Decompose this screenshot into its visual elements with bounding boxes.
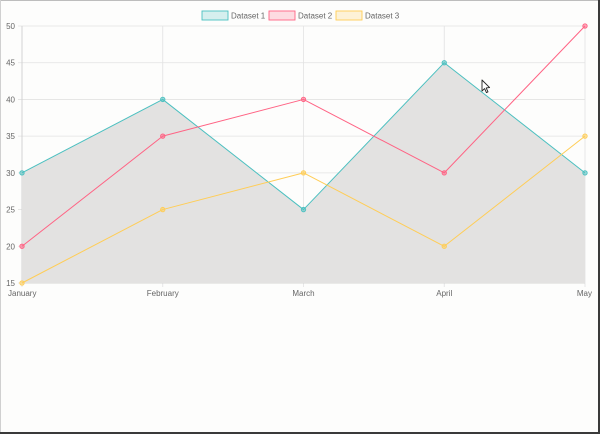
legend-item-dataset-2[interactable]: Dataset 2 [268,10,333,21]
legend-swatch [268,10,296,21]
x-axis-tick-labels: January February March April May [8,289,592,298]
y-tick-label: 45 [6,59,15,68]
data-point [300,206,307,213]
mouse-cursor-icon [481,79,491,94]
data-point [441,60,447,66]
legend-label: Dataset 3 [365,12,400,21]
x-tick-label: May [577,289,592,298]
data-point [160,206,166,213]
data-point [160,96,166,103]
data-point [19,243,25,249]
data-points [19,23,588,286]
x-tick-label: January [8,289,36,298]
data-point [582,170,588,176]
y-axis-tick-labels: 15 20 25 30 35 40 45 50 [6,22,15,288]
data-point [441,170,447,176]
series-area-dataset-1 [22,62,585,283]
x-tick-label: February [147,289,179,298]
data-point [19,280,25,286]
data-point [19,170,25,176]
window-right-edge [598,0,600,434]
legend-swatch [201,10,229,21]
area-fills [22,62,585,283]
y-tick-label: 50 [6,22,15,31]
y-tick-label: 25 [6,206,15,215]
y-tick-label: 30 [6,169,15,178]
x-tick-label: March [292,289,314,298]
y-tick-label: 15 [6,279,15,288]
data-point [160,133,166,139]
window-left-edge [0,0,1,434]
window-bottom-edge [0,432,600,434]
x-tick-label: April [436,289,452,298]
legend-swatch [335,10,363,21]
y-tick-label: 20 [6,242,15,251]
data-point [582,23,588,29]
data-point [441,243,447,249]
legend-item-dataset-3[interactable]: Dataset 3 [335,10,400,21]
legend-label: Dataset 1 [231,12,266,21]
data-point [300,170,307,176]
y-tick-label: 40 [6,95,15,104]
legend-item-dataset-1[interactable]: Dataset 1 [201,10,266,21]
data-point [582,133,588,139]
legend[interactable]: Dataset 1 Dataset 2 Dataset 3 [201,10,400,21]
window-top-edge [0,0,600,1]
y-tick-label: 35 [6,132,15,141]
legend-label: Dataset 2 [298,12,333,21]
data-point [300,96,307,103]
